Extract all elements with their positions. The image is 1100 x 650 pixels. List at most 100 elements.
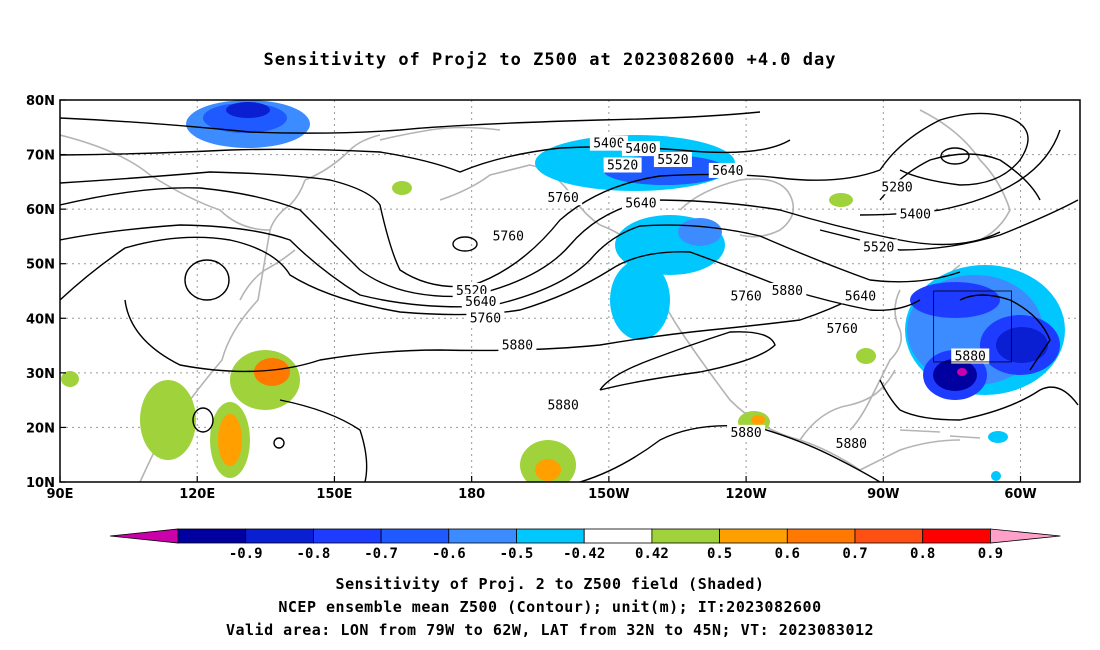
longitude-axis: 90E 120E 150E 180 150W 120W 90W 60W	[47, 476, 1037, 502]
contour-label-bg	[823, 321, 862, 337]
colorbar-tick-label: -0.42	[563, 546, 605, 562]
colorbar-tick-label: -0.5	[500, 546, 534, 562]
contour-label: 5880	[836, 437, 867, 452]
sensitivity-shading	[61, 100, 1065, 482]
colorbar-swatch	[583, 528, 653, 544]
colorbar-tick-label: -0.9	[229, 546, 263, 562]
colorbar-swatch	[651, 528, 721, 544]
lat-tick-label: 70N	[26, 149, 55, 164]
contour-label: 5880	[772, 284, 803, 299]
contour-label: 5880	[502, 339, 533, 354]
valid-area-box	[933, 290, 1012, 363]
lat-tick-label: 60N	[26, 203, 55, 218]
colorbar-swatch	[177, 528, 247, 544]
contour-label-bg	[498, 337, 537, 353]
caption-shading: Sensitivity of Proj. 2 to Z500 field (Sh…	[335, 575, 765, 593]
contour-label-bg	[896, 206, 935, 222]
colorbar-min-arrow	[109, 528, 179, 544]
colorbar-tick-label: -0.7	[364, 546, 398, 562]
contour-label-bg	[841, 288, 880, 304]
colorbar-tick-label: -0.6	[432, 546, 466, 562]
lat-tick-label: 10N	[26, 476, 55, 491]
contour-label-bg	[727, 288, 766, 304]
contour-label: 5760	[493, 229, 524, 244]
contour-label: 5640	[712, 164, 743, 179]
contour-label-bg	[461, 293, 500, 309]
contour-label: 5760	[826, 322, 857, 337]
contour-label: 5760	[547, 191, 578, 206]
colorbar-max-arrow	[990, 528, 1061, 544]
colorbar-tick-label: 0.5	[707, 546, 732, 562]
colorbar-tick-label: 0.8	[910, 546, 935, 562]
lon-tick-label: 150E	[316, 487, 352, 502]
contour-label-bg	[544, 190, 583, 206]
lon-tick-label: 180	[458, 487, 485, 502]
lat-tick-label: 80N	[26, 94, 55, 109]
contour-label: 5760	[730, 289, 761, 304]
contour-label-bg	[768, 283, 807, 298]
latitude-axis: 80N 70N 60N 50N 40N 30N 20N 10N	[26, 94, 66, 491]
contour-label: 5520	[607, 158, 638, 173]
contour-label: 5520	[863, 240, 894, 255]
colorbar-swatch	[922, 528, 991, 544]
contour-label: 5760	[470, 311, 501, 326]
contour-label-bg	[489, 228, 528, 244]
lat-tick-label: 30N	[26, 367, 55, 382]
colorbar-swatch	[380, 528, 450, 544]
lat-tick-label: 50N	[26, 258, 55, 273]
colorbar-tick-label: 0.9	[978, 546, 1003, 562]
lon-tick-label: 150W	[588, 487, 629, 502]
contour-label-bg	[859, 239, 898, 255]
lon-tick-label: 60W	[1004, 487, 1036, 502]
lat-tick-label: 20N	[26, 421, 55, 436]
contour-label-bg	[832, 435, 871, 451]
colorbar: -0.9 -0.8 -0.7 -0.6 -0.5 -0.42 0.42 0.5 0.6 0.7 0.…	[109, 528, 1061, 562]
colorbar-tick-label: -0.8	[297, 546, 331, 562]
colorbar-tick-label: 0.7	[842, 546, 867, 562]
contour-label-bg	[621, 141, 660, 157]
colorbar-swatch	[854, 528, 924, 544]
contour-label: 5880	[955, 349, 986, 364]
lon-tick-label: 120E	[179, 487, 215, 502]
colorbar-swatch	[245, 528, 314, 544]
contour-label: 5280	[881, 180, 912, 195]
positive-shading	[61, 181, 876, 482]
contour-label: 5400	[593, 137, 624, 152]
colorbar-swatch	[448, 528, 517, 544]
colorbar-swatch	[719, 528, 788, 544]
contour-label: 5520	[657, 153, 688, 168]
contour-label-bg	[466, 310, 505, 326]
contour-label: 5880	[730, 426, 761, 441]
contour-label: 5640	[625, 197, 656, 212]
lon-tick-label: 90W	[867, 487, 899, 502]
contour-label: 5640	[465, 295, 496, 310]
contour-label-bg	[653, 152, 692, 168]
contour-label: 5400	[625, 142, 656, 157]
contour-label-bg	[708, 162, 747, 178]
map-title: Sensitivity of Proj2 to Z500 at 20230826…	[263, 50, 837, 70]
contour-label-bg	[621, 195, 660, 211]
caption-valid-area: Valid area: LON from 79W to 62W, LAT fro…	[225, 621, 875, 639]
contour-label: 5400	[900, 208, 931, 223]
lon-tick-label: 90E	[47, 487, 74, 502]
contour-label-bg	[603, 157, 642, 173]
colorbar-swatch	[516, 528, 585, 544]
contour-label-bg	[727, 424, 766, 440]
contour-label-bg	[589, 135, 628, 151]
contour-labels: 5400 540055205520564056405760576055205640…	[452, 135, 990, 452]
negative-shading	[186, 100, 1065, 481]
contour-label: 5640	[845, 289, 876, 304]
contour-label: 5880	[547, 399, 578, 414]
colorbar-swatch	[312, 528, 382, 544]
contour-label-bg	[544, 397, 583, 413]
colorbar-tick-label: 0.6	[775, 546, 800, 562]
colorbar-swatch	[786, 528, 856, 544]
contour-label-bg	[951, 348, 990, 364]
lat-tick-label: 40N	[26, 312, 55, 327]
colorbar-tick-label: 0.42	[635, 546, 669, 562]
map-frame	[59, 99, 1081, 483]
caption-contour: NCEP ensemble mean Z500 (Contour); unit(…	[278, 598, 822, 616]
contour-label-bg	[878, 179, 917, 195]
lon-tick-label: 120W	[725, 487, 766, 502]
